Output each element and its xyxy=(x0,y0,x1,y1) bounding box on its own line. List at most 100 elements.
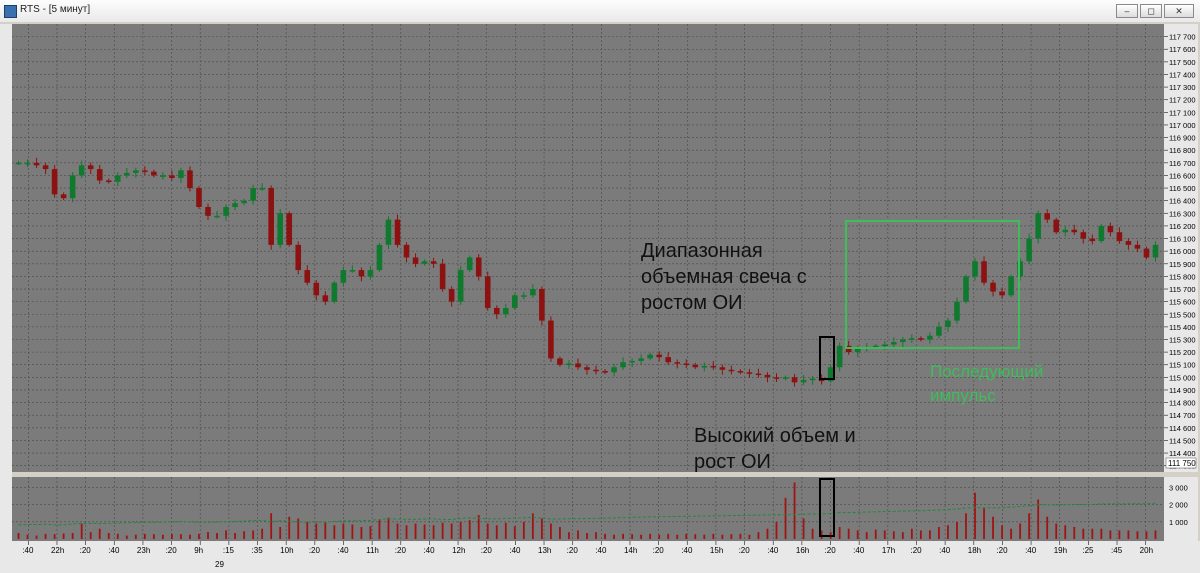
volume-bar xyxy=(468,520,471,539)
candle-body xyxy=(728,369,735,372)
main-plot-area[interactable] xyxy=(12,24,1164,472)
candle-body xyxy=(611,367,617,373)
time-tick-label: :40 xyxy=(22,546,34,555)
candle-body xyxy=(385,219,392,245)
candle-body xyxy=(214,215,220,218)
time-tick-label: :40 xyxy=(509,546,521,555)
volume-bar xyxy=(1136,531,1139,539)
candle-body xyxy=(295,244,302,271)
volume-bar xyxy=(288,516,291,539)
candle-body xyxy=(512,295,518,308)
time-tick-label: 13h xyxy=(538,546,551,555)
time-axis-panel xyxy=(0,541,1200,573)
minimize-button[interactable]: ‒ xyxy=(1116,4,1138,18)
volume-bar xyxy=(919,530,922,539)
candle-body xyxy=(927,335,933,340)
time-tick-label: 11h xyxy=(366,546,379,555)
restore-button[interactable]: ◻ xyxy=(1140,4,1162,18)
time-tick-label: :45 xyxy=(1111,546,1123,555)
candle-body xyxy=(42,165,49,170)
time-tick-label: :35 xyxy=(252,546,264,555)
time-axis-ticks: :40 22h:20:40 23h:20 9h:15:35 10h:20:40 11h:2… xyxy=(22,541,1153,555)
price-tick-label: 115 300 xyxy=(1169,335,1196,344)
volume-bar xyxy=(378,520,381,539)
time-tick-label: 12h xyxy=(452,546,465,555)
volume-bar xyxy=(703,534,706,539)
volume-bar xyxy=(1064,525,1067,539)
candle-body xyxy=(493,307,500,315)
candle-body xyxy=(475,257,482,277)
candle-body xyxy=(232,203,238,207)
volume-bar xyxy=(1019,523,1022,539)
candle-body xyxy=(1035,213,1041,239)
last-price-tag xyxy=(1165,457,1197,469)
candle-body xyxy=(1143,248,1150,258)
window-titlebar[interactable]: RTS - [5 минут] ‒ ◻ ✕ xyxy=(0,0,1200,23)
volume-bar xyxy=(513,526,516,539)
candle-body xyxy=(593,369,599,372)
last-price-label: 111 750 xyxy=(1168,459,1196,468)
candle-body xyxy=(620,362,626,368)
volume-bar xyxy=(414,523,417,539)
price-tick-label: 115 700 xyxy=(1169,285,1196,294)
price-tick-label: 114 400 xyxy=(1169,449,1196,458)
volume-bar xyxy=(342,523,345,539)
volume-bar xyxy=(1028,513,1031,539)
volume-bar xyxy=(757,532,760,539)
price-chart[interactable]: 117 700 117 600 117 500 117 400 117 300 117 2… xyxy=(0,22,1200,573)
candle-body xyxy=(782,377,789,379)
volume-bar xyxy=(486,523,489,539)
candle-body xyxy=(548,320,554,359)
price-tick-label: 117 500 xyxy=(1169,58,1196,67)
candle-body xyxy=(277,213,283,245)
price-tick-label: 115 800 xyxy=(1169,272,1196,281)
candle-body xyxy=(719,367,726,370)
price-tick-label: 116 300 xyxy=(1169,209,1196,218)
price-tick-label: 117 200 xyxy=(1169,96,1196,105)
volume-bar xyxy=(992,516,994,539)
volume-bar xyxy=(396,523,399,539)
candle-body xyxy=(412,257,419,264)
signal-volume-box xyxy=(819,478,835,537)
time-tick-label: :40 xyxy=(108,546,120,555)
volume-bar xyxy=(1109,530,1112,539)
close-button[interactable]: ✕ xyxy=(1164,4,1194,18)
volume-bar xyxy=(26,534,29,539)
volume-bar xyxy=(1073,527,1076,539)
volume-bar xyxy=(793,482,796,539)
candle-body xyxy=(51,169,58,195)
candle-body xyxy=(430,261,437,264)
time-tick-label: :40 xyxy=(1025,546,1037,555)
volume-bar xyxy=(838,527,841,539)
candle-body xyxy=(521,295,527,297)
volume-bar xyxy=(938,527,940,539)
candle-body xyxy=(584,367,590,370)
candle-body xyxy=(972,261,978,277)
candle-body xyxy=(1017,261,1023,277)
candle-body xyxy=(674,362,681,364)
candle-body xyxy=(502,307,509,315)
volume-bar xyxy=(883,530,886,539)
candle-body xyxy=(557,358,563,365)
volume-bar xyxy=(667,533,670,539)
time-tick-label: 9h xyxy=(194,546,203,555)
price-tick-label: 117 700 xyxy=(1169,33,1196,42)
volume-series xyxy=(17,482,1157,539)
volume-bar xyxy=(965,513,967,539)
volume-plot-area[interactable] xyxy=(12,477,1164,541)
candle-body xyxy=(936,326,942,336)
volume-bar xyxy=(604,533,606,539)
price-tick-label: 114 800 xyxy=(1169,399,1196,408)
candle-body xyxy=(656,354,662,358)
volume-bar xyxy=(252,530,255,539)
candle-body xyxy=(963,276,969,302)
volume-bar xyxy=(712,533,715,539)
candle-body xyxy=(439,263,446,290)
time-tick-label: 14h xyxy=(624,546,637,555)
price-tick-label: 116 200 xyxy=(1169,222,1196,231)
candle-body xyxy=(999,291,1005,296)
candle-body xyxy=(647,354,653,359)
candle-body xyxy=(872,345,879,348)
time-tick-label: 18h xyxy=(968,546,981,555)
volume-bar xyxy=(333,525,336,539)
